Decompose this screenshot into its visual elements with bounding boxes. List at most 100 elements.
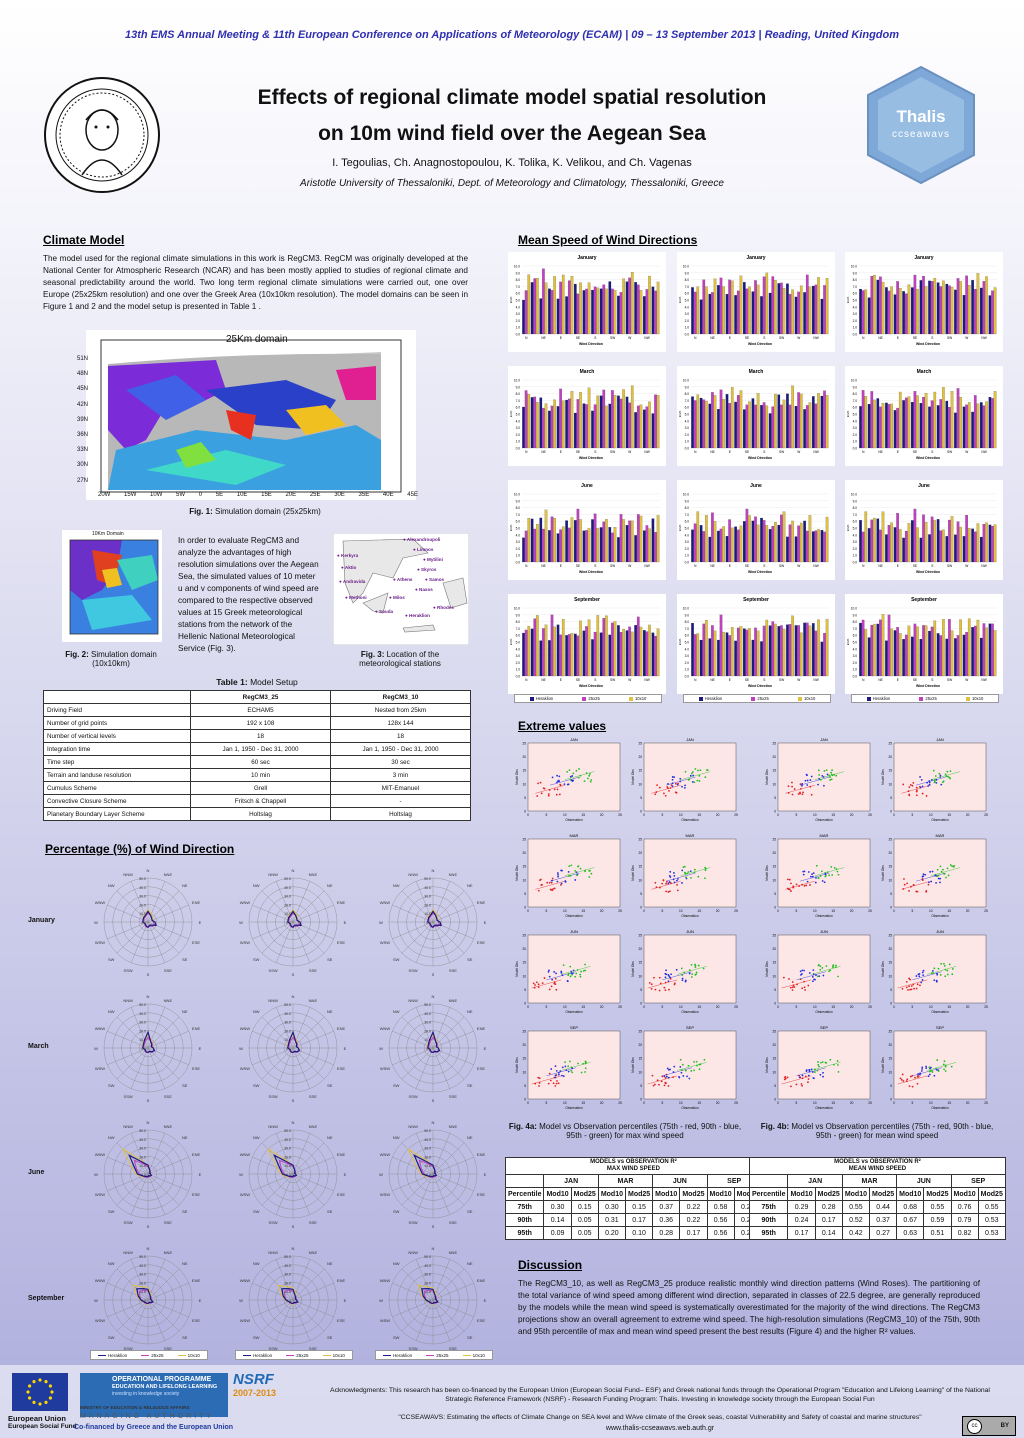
wind-rose-direction: SSW — [269, 1346, 278, 1351]
r2-cell: 0.20 — [597, 1226, 626, 1240]
x-tick-label: 0 — [777, 1101, 779, 1105]
scatter-point — [547, 794, 550, 797]
scatter-point — [949, 770, 952, 773]
bar — [988, 623, 992, 677]
bar — [656, 281, 660, 335]
y-tick-label: 1.0 — [516, 668, 521, 672]
scatter-point — [791, 989, 794, 991]
x-tick-label: 15 — [581, 1101, 585, 1105]
scatter-point — [944, 975, 947, 978]
climate-model-text: The model used for the regional climate … — [43, 254, 468, 311]
scatter-point — [908, 1085, 911, 1088]
bar — [954, 638, 957, 677]
wind-rose-series — [142, 1030, 156, 1054]
scatter-point — [679, 777, 682, 780]
bar — [898, 287, 902, 335]
scatter-point — [670, 973, 673, 976]
x-tick-label: 20 — [966, 909, 970, 913]
legend-entry: 25x25 — [582, 696, 600, 701]
r2-cell: 75th — [748, 1200, 789, 1214]
y-tick-label: 0 — [890, 810, 892, 814]
bar — [702, 399, 706, 449]
x-tick-label: 0 — [777, 909, 779, 913]
scatter-point — [584, 1071, 586, 1073]
scatter-point — [669, 876, 672, 878]
scatter-point — [566, 770, 569, 773]
r2-cell: 0.56 — [706, 1226, 735, 1240]
bar — [711, 625, 714, 677]
scatter-point — [702, 967, 705, 970]
y-tick-label: 10.0 — [514, 379, 520, 383]
y-tick-label: 10 — [888, 878, 892, 882]
table1-cell: Time step — [43, 755, 191, 769]
bar — [867, 297, 871, 335]
bar — [567, 280, 571, 335]
bar — [760, 296, 763, 335]
wind-rose-direction: WSW — [95, 940, 105, 945]
y-tick-label: 0.0 — [516, 447, 521, 451]
wind-rose-direction: SSW — [269, 1220, 278, 1225]
bar — [780, 625, 783, 677]
x-axis-label: Wind Direction — [579, 570, 603, 574]
bar — [956, 278, 960, 335]
scatter-point — [921, 1066, 924, 1069]
scatter-point — [578, 768, 580, 770]
bar — [864, 629, 868, 677]
fig3-caption-label: Fig. 3: — [360, 650, 385, 659]
x-tick-label: 10 — [563, 813, 567, 817]
bar — [567, 527, 571, 563]
bar — [919, 537, 923, 563]
scatter-point — [574, 869, 577, 872]
bar — [553, 276, 556, 335]
wind-rose-ring-label: 50.0 — [424, 1003, 431, 1007]
r2-subheader: Mod10 — [543, 1187, 572, 1201]
bar — [902, 400, 905, 449]
extreme-scatter-chart: JAN 25 20 15 10 5 0 0 5 10 15 20 25 Observation Model … — [880, 735, 990, 825]
y-tick-label: 9.0 — [853, 271, 858, 275]
scatter-point — [910, 988, 913, 991]
y-tick-label: 0.0 — [516, 675, 521, 679]
scatter-point — [946, 867, 949, 870]
x-tick-label: 0 — [643, 1005, 645, 1009]
scatter-point — [924, 873, 927, 876]
bar — [859, 288, 862, 335]
wind-rose-ring-label: 40.0 — [284, 886, 291, 890]
x-tick-label: W — [628, 450, 631, 454]
scatter-point — [931, 870, 934, 873]
wind-rose-direction: ENE — [192, 900, 201, 905]
scatter-point — [658, 786, 661, 789]
y-axis-label: Model Obs — [881, 961, 885, 977]
x-tick-label: NE — [878, 336, 882, 340]
scatter-point — [817, 783, 819, 786]
y-tick-label: 15 — [638, 1057, 642, 1061]
x-tick-label: NE — [710, 564, 714, 568]
bar — [539, 517, 543, 563]
bar — [544, 403, 548, 449]
scatter-point — [534, 984, 536, 986]
bar — [736, 529, 740, 563]
bar — [576, 635, 580, 677]
y-tick-label: 10 — [522, 1070, 526, 1074]
scatter-point — [805, 773, 808, 776]
scatter-point — [936, 1059, 939, 1061]
bar — [602, 284, 606, 335]
y-axis-label: Model Obs — [515, 865, 519, 881]
scatter-point — [802, 873, 805, 876]
bar — [803, 520, 806, 563]
scatter-point — [788, 978, 790, 980]
table1-cell: 18 — [330, 729, 471, 743]
r2-subheader: Mod25 — [679, 1187, 708, 1201]
scatter-point — [807, 984, 810, 987]
x-tick-label: 0 — [527, 909, 529, 913]
scatter-point — [673, 872, 675, 874]
bar — [536, 523, 539, 563]
scatter-point — [654, 793, 657, 796]
r2-cell: 0.55 — [977, 1200, 1006, 1214]
project-url[interactable]: www.thalis-ccseawavs.web.auth.gr — [605, 1425, 715, 1432]
wind-rose-ring-label: 10.0 — [284, 1164, 291, 1168]
scatter-point — [793, 986, 796, 988]
x-tick-label: S — [763, 450, 765, 454]
r2-subheader: Mod10 — [950, 1187, 979, 1201]
wind-rose-direction: NE — [467, 1135, 473, 1140]
r2-cell: 0.17 — [624, 1213, 654, 1227]
